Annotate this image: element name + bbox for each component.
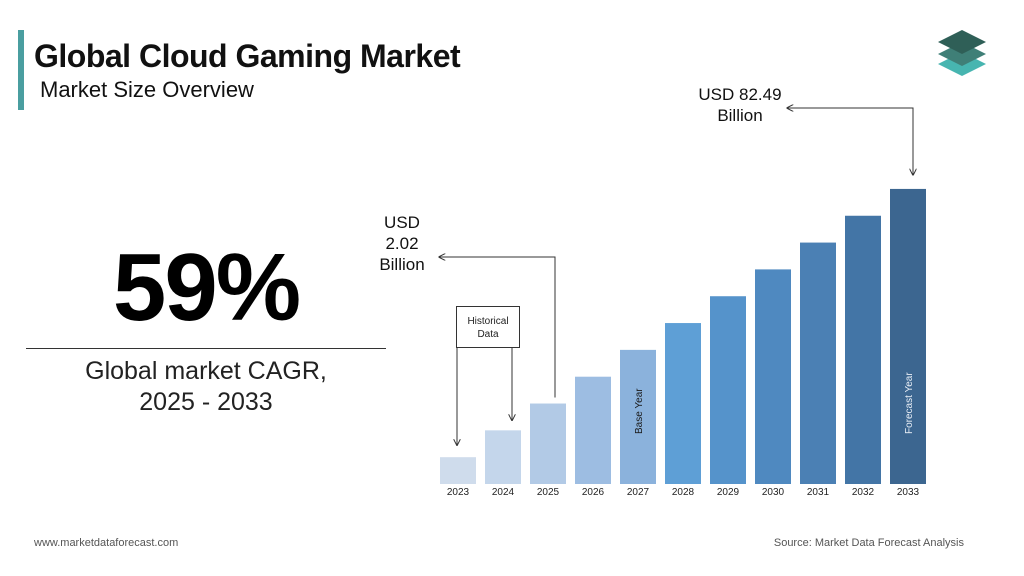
x-tick-2031: 2031 — [807, 487, 830, 498]
title-accent-bar — [18, 30, 24, 110]
chart-bars — [440, 188, 926, 485]
bar-2032 — [845, 215, 881, 485]
x-tick-2024: 2024 — [492, 487, 515, 498]
bar-label-2027: Base Year — [634, 388, 645, 434]
end-value-annotation: USD 82.49 Billion — [698, 85, 782, 125]
chart-annotation-arrows — [439, 108, 913, 445]
x-tick-2028: 2028 — [672, 487, 695, 498]
x-tick-2029: 2029 — [717, 487, 740, 498]
chart-x-tick-labels: 2023 2024 2025 2026 2027 2028 2029 2030 2031 2032… — [447, 487, 920, 498]
x-tick-2027: 2027 — [627, 487, 650, 498]
bar-2031 — [800, 242, 836, 484]
cagr-value: 59% — [112, 234, 301, 341]
bar-2025 — [530, 403, 566, 484]
cagr-divider — [26, 348, 386, 349]
end-value-connector — [787, 108, 914, 175]
start-value-connector — [439, 257, 556, 398]
bar-2029 — [710, 296, 746, 484]
bar-2030 — [755, 269, 791, 484]
footer-source: Source: Market Data Forecast Analysis — [773, 537, 964, 549]
x-tick-2026: 2026 — [582, 487, 605, 498]
x-tick-2025: 2025 — [537, 487, 560, 498]
x-tick-2023: 2023 — [447, 487, 470, 498]
chart-bar-labels: Base Year Forecast Year — [634, 372, 915, 434]
bar-2027 — [620, 349, 656, 484]
x-tick-2033: 2033 — [897, 487, 920, 498]
x-tick-2030: 2030 — [762, 487, 785, 498]
bar-2026 — [575, 376, 611, 484]
historical-data-box: Historical Data — [456, 306, 520, 348]
logo-layer-top — [938, 30, 986, 54]
start-value-annotation: USD 2.02 Billion — [379, 213, 425, 274]
bar-2023 — [440, 457, 476, 484]
footer-website: www.marketdataforecast.com — [34, 537, 179, 549]
bar-2033 — [890, 188, 926, 485]
x-tick-2032: 2032 — [852, 487, 875, 498]
page-subtitle: Market Size Overview — [40, 77, 254, 102]
cagr-label: Global market CAGR, 2025 - 2033 — [85, 357, 327, 416]
bar-2024 — [485, 430, 521, 484]
bar-label-2033: Forecast Year — [904, 372, 915, 434]
bar-2028 — [665, 323, 701, 484]
stacked-layers-icon — [938, 30, 986, 76]
page-title: Global Cloud Gaming Market — [34, 38, 461, 74]
